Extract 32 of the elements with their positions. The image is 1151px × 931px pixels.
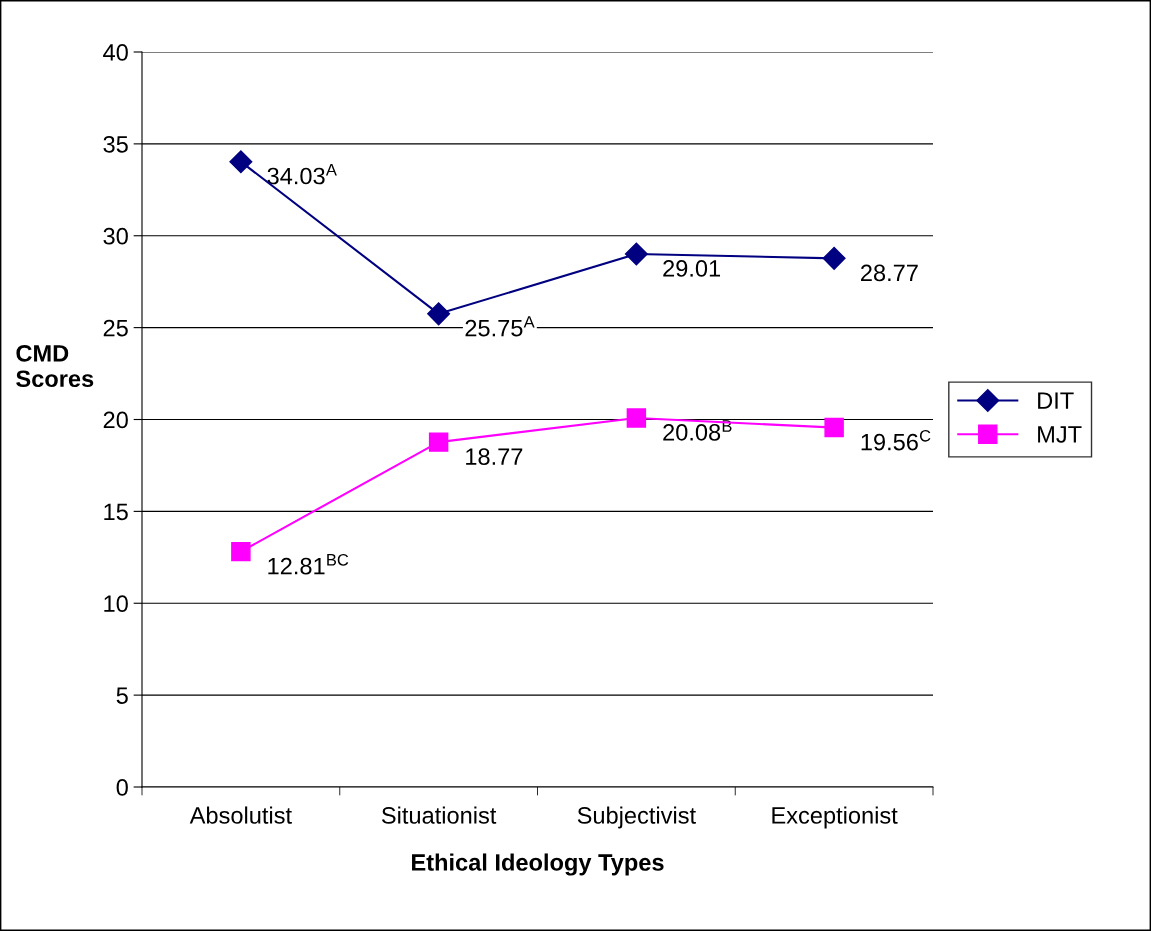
point bbox=[427, 302, 451, 326]
x-tick-label: Situationist bbox=[381, 806, 497, 824]
legend-label: DIT bbox=[1038, 392, 1074, 409]
point bbox=[229, 150, 253, 174]
data-label: 25.75$^{A}$ bbox=[465, 316, 535, 337]
legend-label: MJT bbox=[1038, 426, 1082, 443]
data-label: 19.56$^{C}$ bbox=[861, 429, 931, 451]
point bbox=[626, 408, 647, 428]
data-label: 28.77 bbox=[861, 264, 918, 282]
point bbox=[428, 432, 449, 452]
x-axis-title: Ethical Ideology Types bbox=[412, 853, 664, 876]
y-tick-label: 25 bbox=[103, 319, 128, 337]
data-label: 18.77 bbox=[466, 448, 523, 465]
y-tick-label: 5 bbox=[116, 687, 128, 704]
y-tick-label: 0 bbox=[116, 779, 128, 796]
y-tick-label: 30 bbox=[103, 227, 128, 245]
point bbox=[824, 417, 844, 438]
data-label: 29.01 bbox=[663, 260, 721, 277]
point bbox=[822, 246, 846, 270]
x-tick-label: Absolutist bbox=[189, 806, 292, 824]
x-tick-label: Exceptionist bbox=[772, 806, 898, 829]
data-label: 34.03$^{A}$ bbox=[267, 164, 337, 185]
x-tick-label: Subjectivist bbox=[577, 806, 696, 829]
point bbox=[231, 541, 251, 562]
point bbox=[624, 242, 648, 266]
y-tick-label: 35 bbox=[103, 135, 128, 153]
y-axis-title: CMD Scores bbox=[16, 344, 94, 388]
y-tick-label: 10 bbox=[104, 595, 128, 613]
y-tick-label: 15 bbox=[104, 503, 128, 521]
y-tick-label: 20 bbox=[103, 411, 128, 429]
y-tick-label: 40 bbox=[103, 44, 128, 61]
data-label: 12.81$^{BC}$ bbox=[268, 553, 349, 575]
